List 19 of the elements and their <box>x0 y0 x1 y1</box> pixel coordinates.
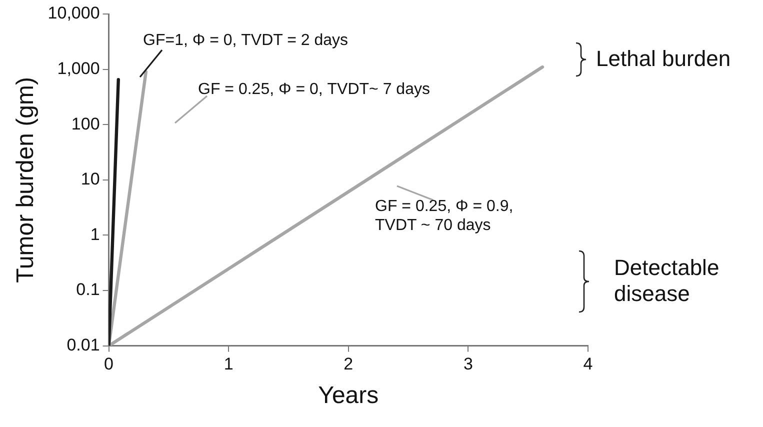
x-tick-label: 3 <box>463 354 473 374</box>
y-tick-label: 10 <box>80 170 100 189</box>
annotation: GF=1, Φ = 0, TVDT = 2 days <box>143 31 348 50</box>
y-tick-label: 1,000 <box>57 58 100 78</box>
y-tick-label: 0.01 <box>66 335 100 354</box>
y-tick-label: 10,000 <box>48 4 100 23</box>
x-axis-title: Years <box>318 382 379 410</box>
y-tick-label: 100 <box>71 114 100 134</box>
x-tick-label: 2 <box>344 354 354 374</box>
x-tick-label: 0 <box>104 354 114 374</box>
x-tick-label: 1 <box>224 354 234 374</box>
text: Lethal burden <box>596 46 732 72</box>
text: Detectable disease <box>614 255 720 307</box>
y-tick-label: 0.1 <box>76 280 100 300</box>
y-tick-label: 1 <box>90 224 100 244</box>
x-tick-label: 4 <box>583 354 593 374</box>
annotation: GF = 0.25, Φ = 0, TVDT~ 7 days <box>198 80 430 99</box>
annotation: GF = 0.25, Φ = 0.9, TVDT ~ 70 days <box>375 197 514 235</box>
y-axis-title: Tumor burden (gm) <box>12 76 40 283</box>
